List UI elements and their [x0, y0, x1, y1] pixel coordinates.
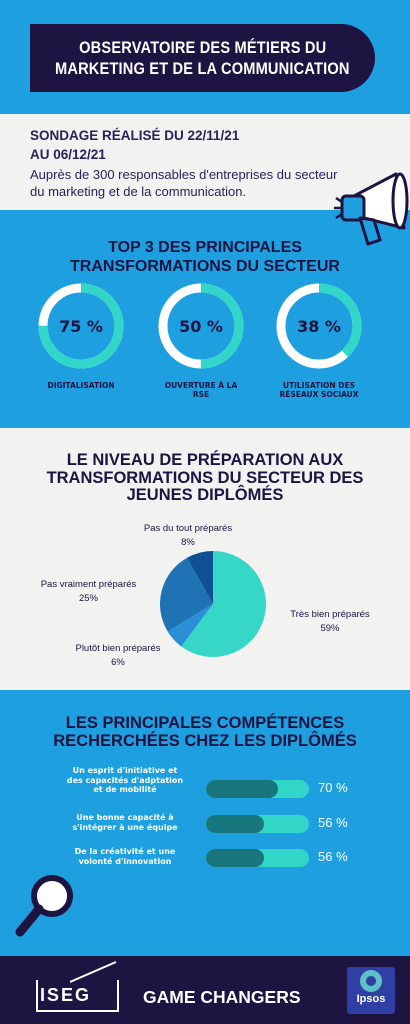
footer-band: [0, 956, 410, 1024]
ring-chart: [158, 283, 244, 369]
pie-label-name: Pas du tout préparés: [143, 523, 233, 534]
survey-title: SONDAGE RÉALISÉ DU 22/11/21 AU 06/12/21: [30, 126, 280, 164]
survey-band: SONDAGE RÉALISÉ DU 22/11/21 AU 06/12/21 …: [0, 114, 410, 210]
pie-label-plutot-bien: Plutôt bien préparés 6%: [58, 642, 178, 670]
skill-bar-fill: [206, 815, 264, 833]
skill-label-line2: des capacités d'adptation: [66, 775, 184, 785]
skill-bar-fill: [206, 849, 264, 867]
skill-label-line1: Une bonne capacité à: [76, 813, 174, 822]
top3-title-line2: TRANSFORMATIONS DU SECTEUR: [70, 258, 340, 275]
ipsos-logo: Ipsos: [347, 967, 395, 1014]
pie-label-tres-bien: Très bien préparés 59%: [275, 608, 385, 636]
header-title-line2: MARKETING ET DE LA COMMUNICATION: [55, 59, 350, 78]
magnifying-glass-icon: [15, 875, 73, 937]
header-title-line1: OBSERVATOIRE DES MÉTIERS DU: [78, 38, 327, 57]
pie-label-pas-du-tout: Pas du tout préparés 8%: [128, 522, 248, 550]
ring-label-line2: RÉSEAUX SOCIAUX: [279, 390, 359, 399]
iseg-logo-text: ISEG: [40, 985, 92, 1005]
pie-slice-3: [186, 551, 213, 604]
ring-digitalisation: 75 %: [38, 283, 124, 369]
ring-chart: [38, 283, 124, 369]
ring-label-line1: UTILISATION DES: [282, 381, 356, 390]
top3-title: TOP 3 DES PRINCIPALES TRANSFORMATIONS DU…: [0, 238, 410, 276]
ring-value: 75 %: [59, 316, 103, 336]
survey-title-line1: SONDAGE RÉALISÉ DU 22/11/21: [30, 128, 240, 143]
pie-slice-1: [167, 604, 213, 647]
pie-label-pas-vraiment: Pas vraiment préparés 25%: [26, 578, 151, 606]
skills-title-line1: LES PRINCIPALES COMPÉTENCES: [65, 714, 345, 732]
preparation-title-line2: TRANSFORMATIONS DU SECTEUR DES: [46, 468, 364, 487]
pie-label-value: 8%: [181, 537, 195, 548]
skill-value-creativite: 56 %: [318, 849, 348, 864]
skill-label-line2: volonté d'innovation: [78, 856, 172, 866]
skill-value-equipe: 56 %: [318, 815, 348, 830]
pie-label-name: Plutôt bien préparés: [75, 643, 161, 654]
preparation-title: LE NIVEAU DE PRÉPARATION AUX TRANSFORMAT…: [0, 451, 410, 505]
ring-arc: [38, 283, 124, 369]
header-band: OBSERVATOIRE DES MÉTIERS DU MARKETING ET…: [0, 0, 410, 114]
skill-label-initiative: Un esprit d'initiative et des capacités …: [55, 766, 195, 795]
ring-label-line1: OUVERTURE À LA: [164, 381, 238, 390]
survey-desc-line2: du marketing et de la communication.: [30, 184, 247, 199]
ring-arc: [276, 283, 362, 369]
survey-desc-line1: Auprès de 300 responsables d'entreprises…: [30, 167, 338, 182]
skill-label-line3: et de mobilité: [93, 785, 157, 794]
pie-label-name: Très bien préparés: [290, 609, 370, 620]
skill-label-line2: s'intégrer à une équipe: [72, 822, 178, 832]
ring-reseaux: 38 %: [276, 283, 362, 369]
ring-arc: [158, 283, 244, 369]
skills-title-line2: RECHERCHÉES CHEZ LES DIPLÔMÉS: [53, 732, 357, 750]
top3-title-line1: TOP 3 DES PRINCIPALES: [108, 239, 302, 256]
pie-label-value: 6%: [111, 657, 125, 668]
survey-title-line2: AU 06/12/21: [30, 147, 106, 162]
pie-label-value: 59%: [320, 623, 340, 634]
survey-description: Auprès de 300 responsables d'entreprises…: [30, 166, 350, 200]
ipsos-logo-text: Ipsos: [356, 993, 386, 1005]
preparation-pie-chart: [160, 551, 266, 657]
skill-bar-equipe: [206, 815, 309, 833]
ring-chart: [276, 283, 362, 369]
header-title-banner: OBSERVATOIRE DES MÉTIERS DU MARKETING ET…: [30, 24, 375, 92]
skills-title: LES PRINCIPALES COMPÉTENCES RECHERCHÉES …: [0, 714, 410, 750]
iseg-logo-frame: [36, 980, 119, 1012]
pie-label-value: 25%: [78, 593, 98, 604]
iseg-logo-stroke: [70, 961, 117, 983]
footer-slogan: GAME CHANGERS: [143, 987, 301, 1007]
ring-label-line2: RSE: [192, 390, 210, 399]
pie-slice-0: [181, 551, 266, 657]
skill-label-line1: De la créativité et une: [74, 847, 176, 856]
ring-label-line1: DIGITALISATION: [47, 381, 115, 390]
ipsos-logo-mark: [360, 970, 382, 992]
ring-label-digitalisation: DIGITALISATION: [26, 381, 136, 390]
ring-value: 38 %: [297, 316, 341, 336]
pie-label-name: Pas vraiment préparés: [40, 579, 137, 590]
preparation-title-line1: LE NIVEAU DE PRÉPARATION AUX: [66, 451, 344, 469]
skill-label-creativite: De la créativité et une volonté d'innova…: [55, 847, 195, 866]
skill-label-line1: Un esprit d'initiative et: [72, 766, 178, 775]
ring-label-rse: OUVERTURE À LA RSE: [146, 381, 256, 399]
pie-slice-2: [160, 557, 213, 632]
skill-label-equipe: Une bonne capacité à s'intégrer à une éq…: [55, 813, 195, 832]
ring-label-reseaux: UTILISATION DES RÉSEAUX SOCIAUX: [264, 381, 374, 399]
skill-value-initiative: 70 %: [318, 780, 348, 795]
ring-value: 50 %: [179, 316, 223, 336]
preparation-title-line3: JEUNES DIPLÔMÉS: [126, 486, 284, 504]
megaphone-icon: [334, 172, 409, 246]
skill-bar-fill: [206, 780, 279, 798]
skill-bar-creativite: [206, 849, 309, 867]
ring-rse: 50 %: [158, 283, 244, 369]
skill-bar-initiative: [206, 780, 309, 798]
